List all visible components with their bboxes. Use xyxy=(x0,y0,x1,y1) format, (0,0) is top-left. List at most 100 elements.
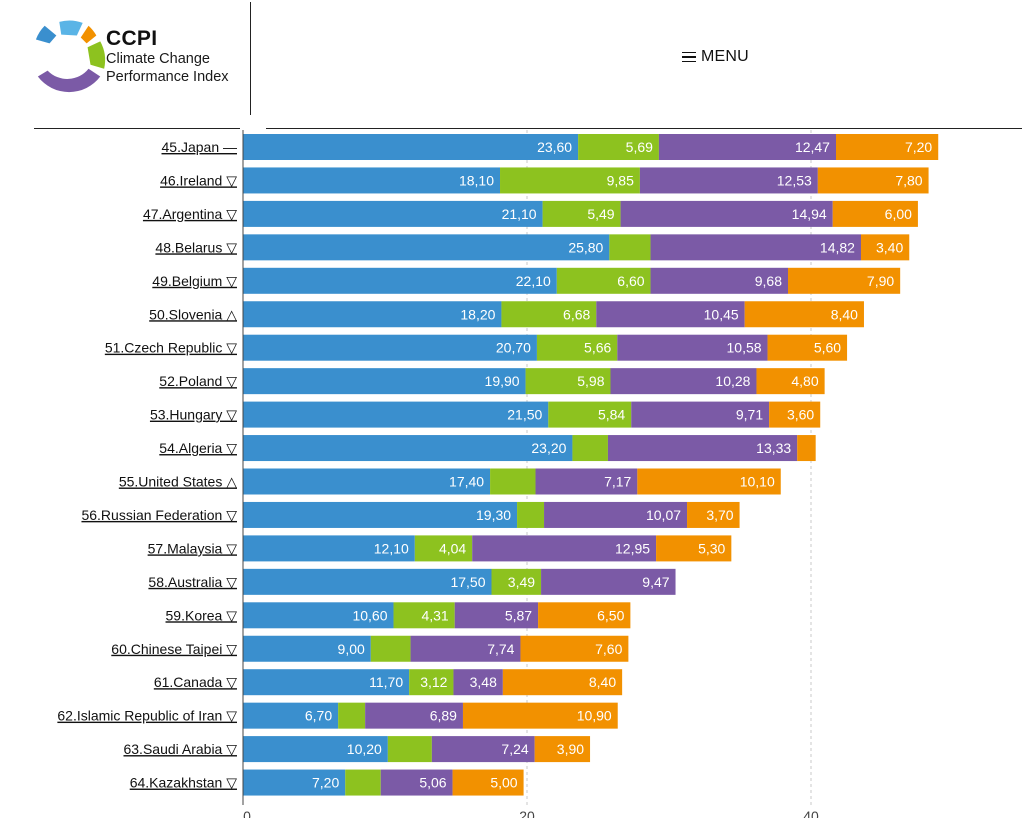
bar-value-label: 17,40 xyxy=(449,474,484,490)
brand-line-1: Climate Change xyxy=(106,51,210,67)
bar-segment xyxy=(744,301,864,328)
bar-segment xyxy=(387,736,432,763)
bar-segment xyxy=(500,167,640,194)
bar-value-label: 11,70 xyxy=(369,674,403,690)
bar-value-label: 23,60 xyxy=(537,139,572,155)
country-label[interactable]: 52.Poland ▽ xyxy=(159,373,237,389)
bar-value-label: 5,84 xyxy=(598,407,625,423)
bar-value-label: 14,82 xyxy=(820,239,855,255)
bar-segment xyxy=(338,702,366,729)
bar-value-label: 6,89 xyxy=(430,708,457,724)
bar-value-label: 22,10 xyxy=(516,273,551,289)
country-label[interactable]: 54.Algeria ▽ xyxy=(159,440,237,456)
bar-value-label: 7,60 xyxy=(595,641,622,657)
bar-segment xyxy=(462,702,618,729)
bar-value-label: 10,90 xyxy=(577,708,612,724)
bar-segment xyxy=(596,301,745,328)
country-label[interactable]: 51.Czech Republic ▽ xyxy=(105,340,237,356)
bar-segment xyxy=(787,267,901,294)
country-label[interactable]: 46.Ireland ▽ xyxy=(160,172,237,188)
menu-button[interactable]: MENU xyxy=(682,48,749,66)
bar-segment xyxy=(410,635,521,662)
bar-value-label: 7,80 xyxy=(895,172,922,188)
bar-segment xyxy=(607,435,798,462)
bar-value-label: 5,87 xyxy=(505,607,532,623)
menu-label: MENU xyxy=(701,48,749,65)
bar-segment xyxy=(517,501,545,528)
bar-segment xyxy=(501,301,597,328)
country-label[interactable]: 53.Hungary ▽ xyxy=(150,407,237,423)
bar-segment xyxy=(835,134,939,160)
ranking-bar-chart: 45.Japan — 23,60 5,69 12,47 7,20 46.Ireland ▽… xyxy=(57,130,939,818)
bar-segment xyxy=(243,736,388,763)
bar-segment xyxy=(650,267,788,294)
bar-segment xyxy=(414,535,473,562)
country-label[interactable]: 56.Russian Federation ▽ xyxy=(81,507,237,523)
country-label[interactable]: 59.Korea ▽ xyxy=(166,607,238,623)
country-label[interactable]: 47.Argentina ▽ xyxy=(143,206,237,222)
country-label[interactable]: 63.Saudi Arabia ▽ xyxy=(123,741,237,757)
country-label[interactable]: 55.United States △ xyxy=(119,474,237,490)
bar-segment xyxy=(548,401,632,428)
bar-segment xyxy=(243,669,410,696)
bar-segment xyxy=(556,267,651,294)
bar-segment xyxy=(243,134,579,160)
bar-value-label: 4,80 xyxy=(791,373,818,389)
bar-value-label: 3,49 xyxy=(508,574,535,590)
country-label[interactable]: 64.Kazakhstan ▽ xyxy=(130,775,238,791)
bar-segment xyxy=(535,468,638,495)
bar-value-label: 10,07 xyxy=(646,507,681,523)
bar-value-label: 12,47 xyxy=(795,139,830,155)
x-tick-label: 40 xyxy=(803,808,819,818)
bar-segment xyxy=(452,769,524,796)
country-label[interactable]: 45.Japan — xyxy=(162,139,238,155)
bar-value-label: 6,00 xyxy=(885,206,912,222)
bar-value-label: 4,04 xyxy=(439,540,466,556)
bar-value-label: 5,30 xyxy=(698,540,725,556)
country-label[interactable]: 62.Islamic Republic of Iran ▽ xyxy=(57,708,237,724)
bar-segment xyxy=(572,435,608,462)
bar-value-label: 10,60 xyxy=(352,607,387,623)
bar-segment xyxy=(243,401,549,428)
bar-value-label: 3,12 xyxy=(420,674,447,690)
bar-value-label: 3,40 xyxy=(876,239,903,255)
bar-value-label: 8,40 xyxy=(589,674,616,690)
bar-segment xyxy=(525,368,611,395)
country-label[interactable]: 60.Chinese Taipei ▽ xyxy=(111,641,237,657)
bar-value-label: 12,95 xyxy=(615,540,650,556)
country-label[interactable]: 57.Malaysia ▽ xyxy=(148,540,238,556)
bar-value-label: 25,80 xyxy=(568,239,603,255)
bar-value-label: 7,20 xyxy=(905,139,932,155)
bar-value-label: 5,60 xyxy=(814,340,841,356)
bar-value-label: 5,98 xyxy=(577,373,604,389)
bar-segment xyxy=(243,334,537,361)
bar-value-label: 5,00 xyxy=(490,775,517,791)
bar-segment xyxy=(345,769,381,796)
country-label[interactable]: 48.Belarus ▽ xyxy=(155,239,237,255)
bar-segment xyxy=(756,368,825,395)
bar-segment xyxy=(454,602,539,629)
site-header: CCPI Climate Change Performance Index ME… xyxy=(0,0,1022,130)
bar-segment xyxy=(544,501,688,528)
brand-block: CCPI Climate Change Performance Index xyxy=(106,28,229,86)
bar-value-label: 17,50 xyxy=(450,574,485,590)
bar-segment xyxy=(243,200,543,227)
bar-value-label: 20,70 xyxy=(496,340,531,356)
country-label[interactable]: 58.Australia ▽ xyxy=(148,574,237,590)
country-label[interactable]: 61.Canada ▽ xyxy=(154,674,237,690)
bar-value-label: 6,68 xyxy=(563,306,590,322)
country-label[interactable]: 49.Belgium ▽ xyxy=(152,273,237,289)
bar-segment xyxy=(817,167,929,194)
bar-value-label: 18,20 xyxy=(460,306,495,322)
header-rule-right xyxy=(266,128,1022,129)
country-label[interactable]: 50.Slovenia △ xyxy=(149,306,237,322)
bar-segment xyxy=(243,435,573,462)
bar-segment xyxy=(243,267,557,294)
bar-segment xyxy=(243,501,518,528)
bar-value-label: 4,31 xyxy=(421,607,448,623)
bar-value-label: 9,00 xyxy=(338,641,365,657)
bar-segment xyxy=(491,568,542,595)
bar-segment xyxy=(609,234,651,261)
bar-segment xyxy=(860,234,910,261)
bar-value-label: 7,24 xyxy=(501,741,528,757)
